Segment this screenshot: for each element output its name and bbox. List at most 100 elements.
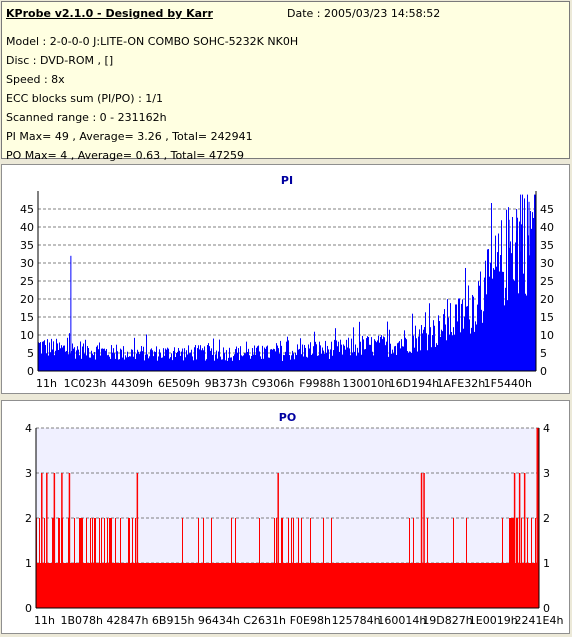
pi-bar <box>272 349 273 371</box>
x-tick-label: 160014h <box>377 614 426 627</box>
pi-bar <box>56 338 57 371</box>
po-bar-3 <box>68 473 71 608</box>
pi-bar <box>312 353 313 371</box>
pi-bar <box>327 345 328 371</box>
pi-bar <box>74 347 75 371</box>
x-tick-label: 19D827h <box>422 614 472 627</box>
pi-bar <box>232 360 233 371</box>
pi-bar <box>69 333 70 371</box>
y-tick-label-left: 25 <box>20 275 34 288</box>
y-tick-label-left: 45 <box>20 203 34 216</box>
pi-bar <box>152 350 153 371</box>
pi-bar <box>470 333 471 371</box>
pi-bar <box>174 347 175 371</box>
pi-bar <box>483 311 484 371</box>
pi-bar <box>367 336 368 371</box>
pi-bar <box>202 348 203 371</box>
pi-bar <box>106 349 107 371</box>
pi-bar <box>187 354 188 371</box>
pi-bar <box>514 280 515 371</box>
y-tick-label-left: 40 <box>20 221 34 234</box>
pi-bar <box>426 333 427 371</box>
y-tick-label-left: 4 <box>25 422 32 435</box>
pi-bar <box>339 351 340 371</box>
pi-bar <box>392 349 393 371</box>
pi-bar <box>395 345 396 371</box>
pi-bar <box>265 348 266 371</box>
pi-bar <box>177 351 178 371</box>
pi-bar <box>345 349 346 371</box>
po-bar-2 <box>82 518 83 563</box>
pi-bar <box>443 314 444 371</box>
pi-bar <box>476 324 477 371</box>
pi-bar <box>321 353 322 371</box>
po-bar-2 <box>513 518 514 563</box>
pi-bar <box>492 278 493 371</box>
pi-bar <box>439 321 440 371</box>
pi-bar <box>50 352 51 371</box>
pi-bar <box>154 351 155 371</box>
pi-bar <box>364 349 365 371</box>
po-bar-2 <box>331 518 332 563</box>
pi-bar <box>513 279 514 371</box>
pi-bar <box>63 345 64 371</box>
pi-bar <box>251 355 252 371</box>
pi-bar <box>165 348 166 371</box>
po-bar-2 <box>527 518 528 563</box>
pi-bar <box>175 357 176 371</box>
po-bar-2 <box>466 518 467 563</box>
x-tick-label: 44309h <box>111 377 153 390</box>
pi-bar <box>441 329 442 371</box>
pi-bar <box>518 293 519 371</box>
po-bar-2 <box>99 518 100 563</box>
pi-bar <box>415 325 416 371</box>
pi-bar <box>291 355 292 371</box>
po-bar-2 <box>293 518 294 563</box>
pi-bar <box>134 337 135 371</box>
pi-bar <box>88 348 89 371</box>
pi-bar <box>235 349 236 371</box>
pi-bar <box>223 347 224 371</box>
pi-bar <box>55 350 56 371</box>
pi-bar <box>81 358 82 371</box>
pi-bar <box>98 349 99 371</box>
po-bar-2 <box>129 518 130 563</box>
po-bar-2 <box>39 518 40 563</box>
pi-bar <box>269 357 270 371</box>
pi-bar <box>40 342 41 371</box>
pi-bar <box>318 355 319 371</box>
pi-bar <box>420 350 421 371</box>
pi-bar <box>501 220 502 371</box>
pi-bar <box>404 330 405 371</box>
pi-bar <box>282 361 283 371</box>
pi-bar <box>230 357 231 371</box>
pi-bar <box>93 355 94 371</box>
pi-bar <box>276 343 277 371</box>
pi-bar <box>176 353 177 371</box>
pi-bar <box>496 266 497 371</box>
pi-bar <box>246 341 247 371</box>
pi-bar <box>39 342 40 371</box>
pi-bar <box>133 356 134 371</box>
pi-bar <box>329 358 330 371</box>
pi-bar <box>334 339 335 371</box>
pi-bar <box>86 355 87 371</box>
pi-bar <box>523 273 524 371</box>
po-bar-2 <box>79 518 80 563</box>
po-bar-2 <box>68 518 69 563</box>
pi-bar <box>399 341 400 371</box>
pi-bar <box>288 340 289 371</box>
pi-bar <box>253 354 254 371</box>
pi-bar <box>279 353 280 371</box>
po-bar-2 <box>516 518 517 563</box>
pi-bar <box>113 348 114 371</box>
pi-bar <box>114 353 115 371</box>
pi-bar <box>170 357 171 371</box>
pi-bar <box>135 358 136 371</box>
pi-bar <box>181 351 182 371</box>
pi-bar <box>73 348 74 371</box>
pi-bar <box>373 355 374 371</box>
pi-bar <box>41 353 42 371</box>
pi-bar <box>346 339 347 371</box>
pi-bar <box>381 335 382 371</box>
